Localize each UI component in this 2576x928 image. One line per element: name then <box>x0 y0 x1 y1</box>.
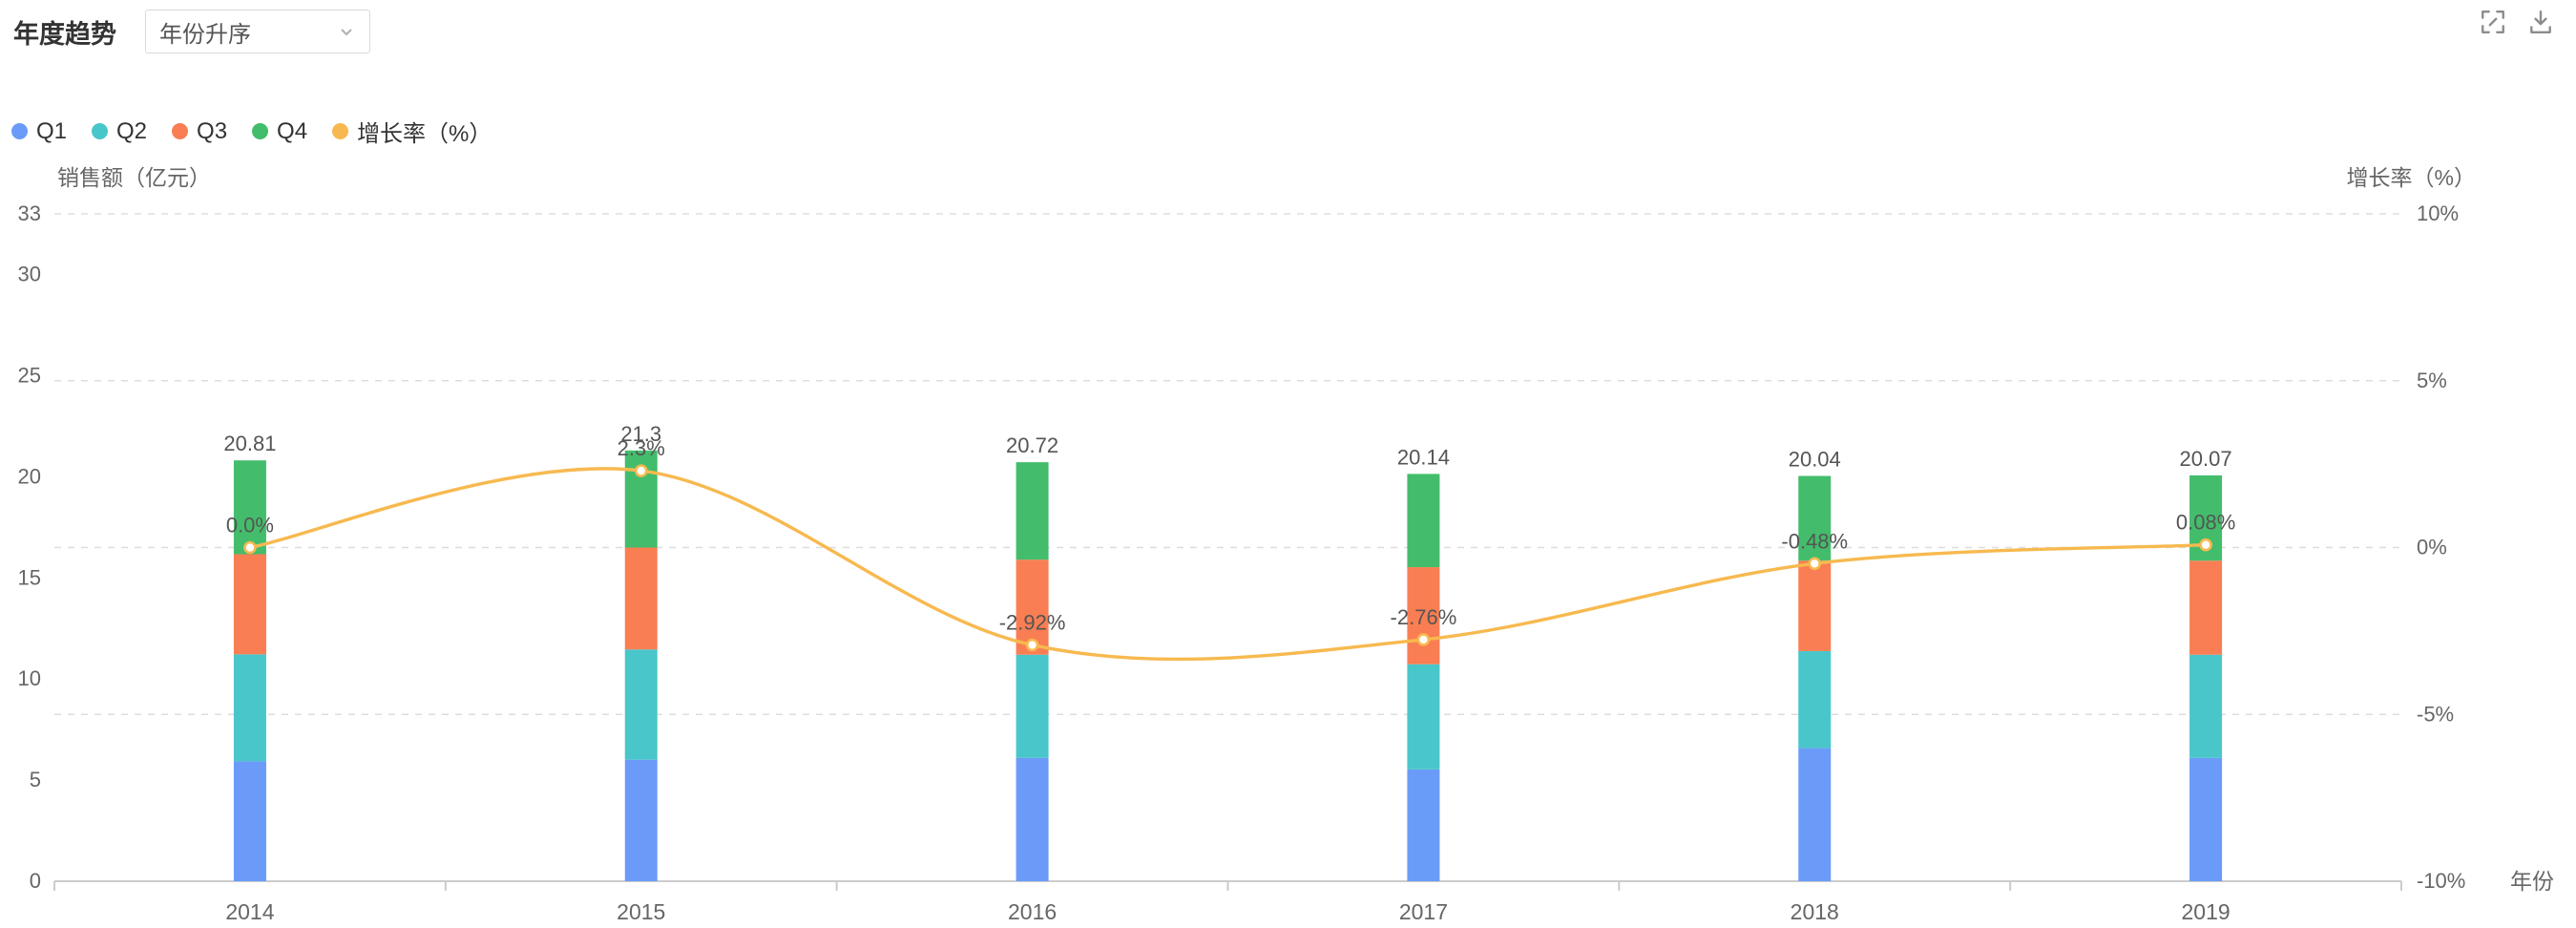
bar-segment-Q2[interactable] <box>1016 654 1049 758</box>
download-icon[interactable] <box>2526 8 2555 36</box>
left-axis-name: 销售额（亿元） <box>57 165 211 190</box>
growth-point[interactable] <box>243 540 257 555</box>
bar-total-label: 21.3 <box>620 422 661 446</box>
x-axis-category-label: 2017 <box>1399 899 1448 924</box>
bar-segment-Q3[interactable] <box>1798 560 1832 651</box>
left-axis-tick-label: 15 <box>18 565 41 589</box>
bar-segment-Q4[interactable] <box>233 460 266 555</box>
chart-legend: Q1 Q2 Q3 Q4 增长率（%） <box>11 115 492 148</box>
right-axis-tick-label: 5% <box>2417 369 2447 392</box>
legend-item[interactable]: Q3 <box>172 118 227 145</box>
bar-total-label: 20.72 <box>1006 433 1058 457</box>
bar-total-label: 20.07 <box>2180 447 2232 471</box>
bar-total-label: 20.81 <box>223 432 276 455</box>
x-axis-category-label: 2018 <box>1791 899 1839 924</box>
left-axis-tick-label: 10 <box>18 666 41 690</box>
growth-point[interactable] <box>1808 557 1822 571</box>
growth-line <box>249 467 2207 662</box>
bar-segment-Q3[interactable] <box>2189 560 2223 655</box>
legend-label: Q4 <box>277 117 308 144</box>
legend-label: Q1 <box>36 117 68 144</box>
legend-item[interactable]: Q1 <box>11 118 67 145</box>
x-axis-category-label: 2015 <box>617 899 665 924</box>
growth-point-label: 0.0% <box>226 514 274 538</box>
legend-item[interactable]: Q2 <box>92 118 147 145</box>
bar-segment-Q1[interactable] <box>1016 757 1049 881</box>
growth-point[interactable] <box>2199 538 2212 552</box>
growth-point[interactable] <box>1416 633 1431 646</box>
growth-point-label: -0.48% <box>1781 529 1848 553</box>
legend-item[interactable]: Q4 <box>252 118 307 145</box>
bar-segment-Q1[interactable] <box>2189 757 2223 881</box>
toolbar <box>2479 8 2555 36</box>
left-axis-tick-label: 30 <box>18 263 41 286</box>
left-axis-tick-label: 25 <box>18 363 41 387</box>
legend-marker <box>252 123 269 139</box>
chevron-down-icon <box>337 22 356 41</box>
left-axis-tick-label: 20 <box>18 464 41 488</box>
legend-marker <box>11 123 28 139</box>
bar-segment-Q1[interactable] <box>233 761 266 881</box>
x-axis-category-label: 2019 <box>2181 899 2230 924</box>
bar-segment-Q3[interactable] <box>624 547 658 650</box>
left-axis-tick-label: 33 <box>18 201 41 225</box>
growth-point[interactable] <box>1025 638 1039 652</box>
bar-segment-Q1[interactable] <box>1407 769 1440 881</box>
bar-total-label: 20.04 <box>1789 448 1841 472</box>
chart-title: 年度趋势 <box>13 19 116 49</box>
left-axis-tick-label: 5 <box>30 768 41 791</box>
legend-label: Q3 <box>197 117 228 144</box>
legend-item[interactable]: 增长率（%） <box>332 115 492 148</box>
growth-point-label: -2.76% <box>1391 605 1457 629</box>
legend-label: Q2 <box>116 117 148 144</box>
fullscreen-icon[interactable] <box>2479 8 2507 36</box>
bar-segment-Q3[interactable] <box>1407 567 1440 664</box>
bar-segment-Q3[interactable] <box>233 554 266 655</box>
widget-header: 年度趋势 年份升序 <box>13 10 370 53</box>
right-axis-tick-label: -10% <box>2417 869 2465 893</box>
bar-segment-Q4[interactable] <box>1016 462 1049 560</box>
bar-segment-Q1[interactable] <box>1798 748 1832 881</box>
right-axis-tick-label: -5% <box>2417 702 2454 726</box>
growth-point[interactable] <box>634 464 648 477</box>
bar-segment-Q2[interactable] <box>624 649 658 760</box>
right-axis-tick-label: 10% <box>2417 201 2459 225</box>
growth-point-label: 2.3% <box>618 436 665 460</box>
bar-segment-Q2[interactable] <box>233 654 266 762</box>
bar-total-label: 20.14 <box>1397 445 1450 469</box>
sort-select-value: 年份升序 <box>159 21 251 48</box>
growth-point-label: -2.92% <box>999 611 1066 635</box>
x-axis-category-label: 2016 <box>1008 899 1057 924</box>
bar-segment-Q2[interactable] <box>1407 664 1440 770</box>
right-axis-tick-label: 0% <box>2417 536 2447 559</box>
bar-segment-Q1[interactable] <box>624 759 658 881</box>
bar-segment-Q2[interactable] <box>2189 654 2223 758</box>
legend-marker <box>92 123 109 139</box>
sort-select[interactable]: 年份升序 <box>145 10 370 53</box>
right-axis-name: 增长率（%） <box>2347 165 2476 190</box>
bar-segment-Q4[interactable] <box>1798 475 1832 561</box>
legend-label: 增长率（%） <box>357 121 492 147</box>
legend-marker <box>332 123 349 139</box>
bar-segment-Q4[interactable] <box>1407 474 1440 568</box>
bar-segment-Q2[interactable] <box>1798 650 1832 749</box>
growth-point-label: 0.08% <box>2176 511 2235 535</box>
legend-marker <box>172 123 189 139</box>
x-axis-category-label: 2014 <box>225 899 274 924</box>
x-axis-name: 年份 <box>2510 869 2554 894</box>
left-axis-tick-label: 0 <box>30 869 41 893</box>
